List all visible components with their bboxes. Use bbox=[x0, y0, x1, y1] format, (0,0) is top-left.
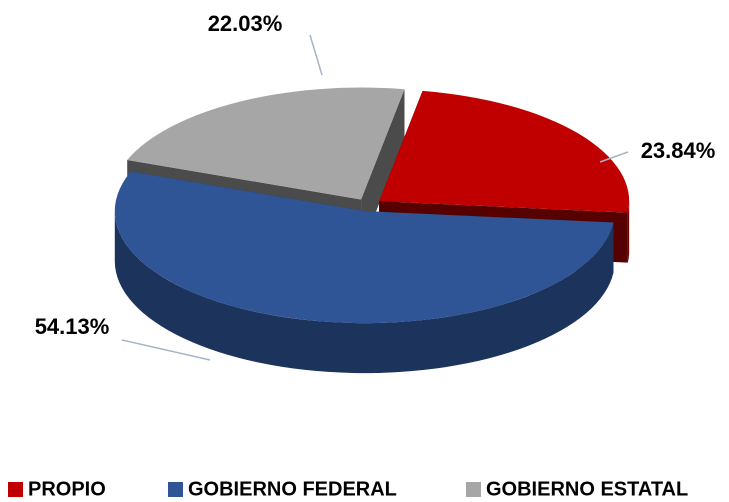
legend-label: PROPIO bbox=[28, 478, 106, 500]
slice-side bbox=[361, 89, 405, 250]
legend-label: GOBIERNO ESTATAL bbox=[486, 478, 688, 500]
slice bbox=[127, 87, 405, 200]
slice bbox=[114, 171, 614, 324]
data-label: 23.84% bbox=[641, 138, 716, 163]
slice-side bbox=[627, 201, 630, 263]
slice bbox=[379, 90, 630, 213]
leader-line bbox=[121, 339, 211, 361]
legend-label: GOBIERNO FEDERAL bbox=[188, 478, 397, 500]
slice-side bbox=[114, 211, 614, 374]
data-label: 54.13% bbox=[35, 314, 110, 339]
legend-swatch bbox=[168, 482, 183, 497]
legend-swatch bbox=[466, 482, 481, 497]
legend-swatch bbox=[8, 482, 23, 497]
leader-line bbox=[309, 34, 323, 76]
leader-line bbox=[599, 151, 629, 163]
data-label: 22.03% bbox=[208, 11, 283, 36]
